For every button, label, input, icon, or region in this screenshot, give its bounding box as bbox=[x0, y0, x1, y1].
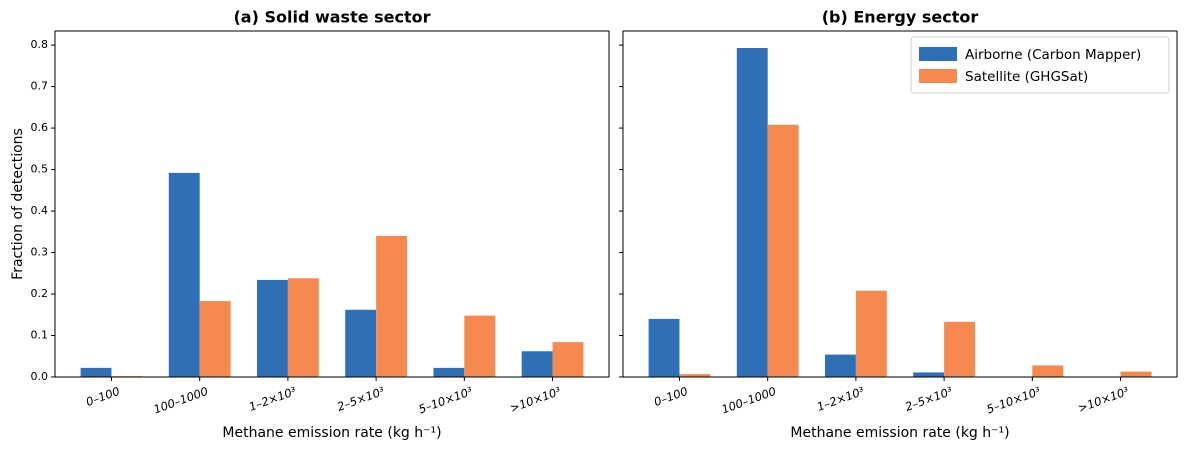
y-tick-label: 0.3 bbox=[31, 246, 49, 259]
bar bbox=[855, 290, 887, 377]
y-tick-label: 0.5 bbox=[31, 163, 49, 176]
bar bbox=[1120, 371, 1152, 377]
y-tick-label: 0.7 bbox=[31, 80, 49, 93]
legend-swatch bbox=[919, 47, 957, 61]
legend-label: Airborne (Carbon Mapper) bbox=[965, 47, 1141, 63]
chart-title: (a) Solid waste sector bbox=[233, 8, 430, 27]
bar bbox=[679, 374, 711, 377]
y-tick-label: 0.4 bbox=[31, 204, 49, 217]
x-tick-label: 5–10×10³ bbox=[417, 384, 475, 417]
bar bbox=[464, 315, 496, 377]
bar bbox=[376, 235, 407, 377]
chart-title: (b) Energy sector bbox=[822, 8, 979, 27]
x-tick-label: 0–100 bbox=[84, 384, 122, 409]
bar bbox=[736, 48, 768, 378]
x-tick-label: >10×10³ bbox=[1076, 384, 1131, 415]
bar bbox=[257, 279, 288, 377]
x-tick-label: 2–5×10³ bbox=[903, 384, 954, 414]
y-tick-label: 0.1 bbox=[31, 329, 49, 342]
bar bbox=[433, 367, 465, 377]
bar bbox=[944, 321, 975, 377]
x-tick-label: 2–5×10³ bbox=[335, 384, 386, 414]
x-axis-label: Methane emission rate (kg h⁻¹) bbox=[222, 425, 441, 441]
bar bbox=[80, 367, 112, 377]
x-tick-label: 5–10×10³ bbox=[985, 384, 1043, 417]
x-tick-label: 100–1000 bbox=[720, 384, 778, 417]
y-tick-label: 0.0 bbox=[31, 370, 49, 383]
y-tick-label: 0.2 bbox=[31, 287, 49, 300]
bar bbox=[648, 318, 680, 377]
x-tick-label: 0–100 bbox=[652, 384, 690, 409]
bar bbox=[521, 351, 553, 377]
bar bbox=[168, 172, 200, 377]
y-tick-label: 0.6 bbox=[31, 121, 49, 134]
bar bbox=[287, 278, 319, 377]
legend-label: Satellite (GHGSat) bbox=[965, 69, 1088, 85]
bar bbox=[913, 372, 945, 377]
axes-frame bbox=[622, 30, 1178, 378]
legend-swatch bbox=[919, 69, 957, 83]
bar bbox=[1032, 365, 1064, 377]
bar bbox=[199, 301, 231, 377]
bar bbox=[767, 124, 799, 377]
bar bbox=[552, 342, 584, 377]
bar bbox=[825, 354, 856, 377]
axes-frame bbox=[54, 30, 610, 378]
x-tick-label: 100–1000 bbox=[152, 384, 210, 417]
x-tick-label: 1–2×10³ bbox=[247, 384, 298, 414]
y-tick-label: 0.8 bbox=[31, 38, 49, 51]
x-tick-label: >10×10³ bbox=[508, 384, 563, 415]
x-tick-label: 1–2×10³ bbox=[815, 384, 866, 414]
legend-box bbox=[910, 36, 1170, 94]
y-axis-label: Fraction of detections bbox=[10, 128, 26, 280]
bar bbox=[345, 309, 377, 377]
x-axis-label: Methane emission rate (kg h⁻¹) bbox=[790, 425, 1009, 441]
